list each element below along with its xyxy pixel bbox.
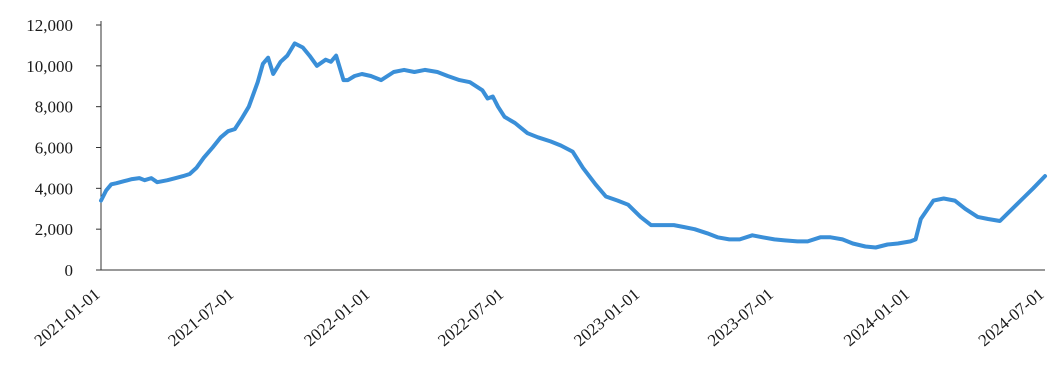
x-tick-label: 2022-07-01 xyxy=(434,285,507,351)
series-line xyxy=(99,41,1047,250)
x-tick-label: 2021-01-01 xyxy=(31,285,104,351)
plot-area xyxy=(99,41,1047,250)
y-tick-label: 8,000 xyxy=(35,98,73,117)
x-tick-label: 2021-07-01 xyxy=(164,285,237,351)
y-tick-label: 6,000 xyxy=(35,139,73,158)
y-tick-label: 12,000 xyxy=(26,16,73,35)
x-tick-label: 2022-01-01 xyxy=(300,285,373,351)
x-tick-label: 2023-07-01 xyxy=(704,285,777,351)
y-tick-label: 4,000 xyxy=(35,179,73,198)
y-tick-label: 2,000 xyxy=(35,220,73,239)
x-axis: 2021-01-01 2021-07-01 2022-01-01 2022-07-01… xyxy=(31,269,1048,351)
x-tick-label: 2023-01-01 xyxy=(570,285,643,351)
x-tick-label: 2024-07-01 xyxy=(975,285,1048,351)
x-tick-label: 2024-01-01 xyxy=(840,285,913,351)
y-tick-label: 10,000 xyxy=(26,57,73,76)
y-axis: 0 2,000 4,000 6,000 8,000 10,000 12,000 xyxy=(26,16,102,280)
y-tick-label: 0 xyxy=(65,261,74,280)
